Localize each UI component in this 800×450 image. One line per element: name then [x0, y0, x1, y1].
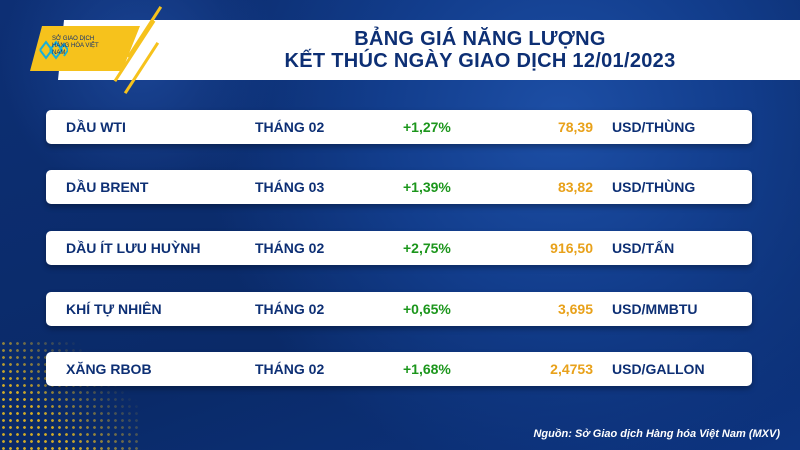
change-percent: +1,39%: [403, 179, 451, 195]
table-row: DẦU BRENT THÁNG 03 +1,39% 83,82 USD/THÙN…: [46, 170, 752, 204]
change-percent: +2,75%: [403, 240, 451, 256]
page-subtitle: KẾT THÚC NGÀY GIAO DỊCH 12/01/2023: [284, 50, 676, 72]
table-row: XĂNG RBOB THÁNG 02 +1,68% 2,4753 USD/GAL…: [46, 352, 752, 386]
commodity-name: DẦU WTI: [66, 119, 126, 135]
contract-month: THÁNG 02: [255, 119, 325, 135]
change-percent: +1,27%: [403, 119, 451, 135]
price: 2,4753: [550, 361, 593, 377]
unit: USD/THÙNG: [612, 119, 696, 135]
header-banner: [58, 20, 800, 80]
change-percent: +1,68%: [403, 361, 451, 377]
logo-text: SỞ GIAO DỊCH HÀNG HÓA VIỆT NAM: [52, 36, 99, 56]
commodity-name: KHÍ TỰ NHIÊN: [66, 301, 162, 317]
contract-month: THÁNG 03: [255, 179, 325, 195]
commodity-name: DẦU ÍT LƯU HUỲNH: [66, 240, 201, 256]
change-percent: +0,65%: [403, 301, 451, 317]
logo: [30, 26, 140, 71]
table-row: KHÍ TỰ NHIÊN THÁNG 02 +0,65% 3,695 USD/M…: [46, 292, 752, 326]
unit: USD/MMBTU: [612, 301, 698, 317]
table-row: DẦU WTI THÁNG 02 +1,27% 78,39 USD/THÙNG: [46, 110, 752, 144]
commodity-name: XĂNG RBOB: [66, 361, 152, 377]
source-note: Nguồn: Sở Giao dịch Hàng hóa Việt Nam (M…: [533, 428, 780, 440]
unit: USD/TẤN: [612, 240, 675, 256]
price: 916,50: [550, 240, 593, 256]
table-row: DẦU ÍT LƯU HUỲNH THÁNG 02 +2,75% 916,50 …: [46, 231, 752, 265]
contract-month: THÁNG 02: [255, 301, 325, 317]
logo-mark-icon: [39, 40, 68, 60]
contract-month: THÁNG 02: [255, 240, 325, 256]
price: 3,695: [557, 301, 593, 317]
price: 78,39: [557, 119, 593, 135]
price: 83,82: [557, 179, 593, 195]
commodity-name: DẦU BRENT: [66, 179, 149, 195]
unit: USD/THÙNG: [612, 179, 696, 195]
contract-month: THÁNG 02: [255, 361, 325, 377]
unit: USD/GALLON: [612, 361, 705, 377]
page-title: BẢNG GIÁ NĂNG LƯỢNG: [354, 28, 606, 50]
